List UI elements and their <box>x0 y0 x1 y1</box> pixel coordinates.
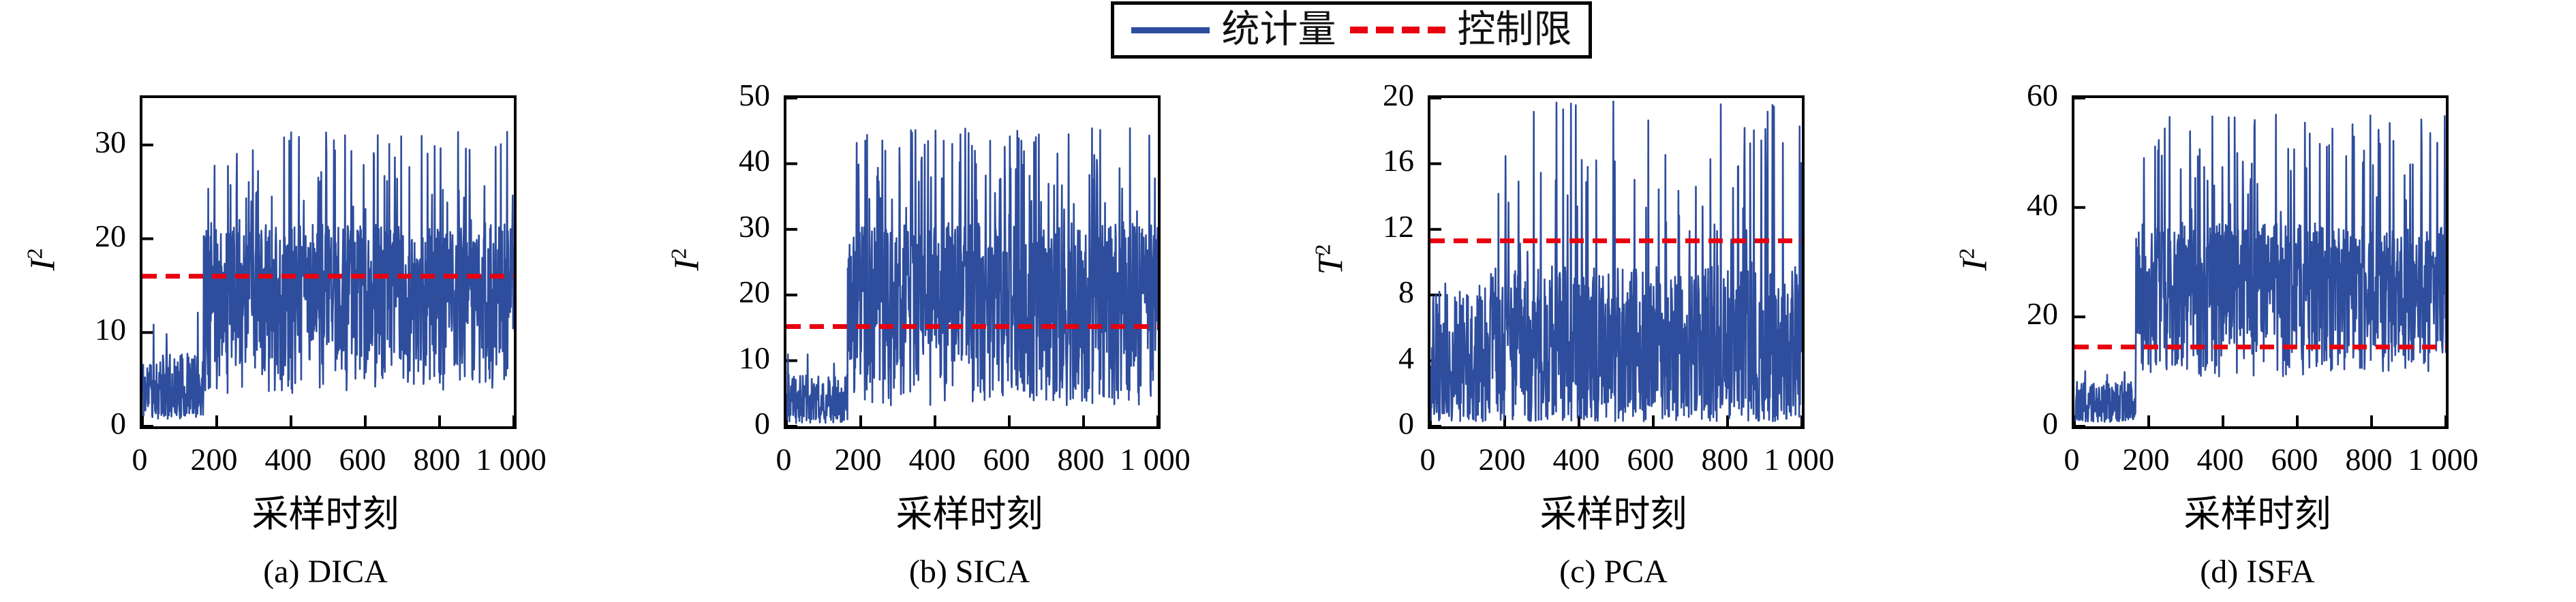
x-tick-label: 1 000 <box>1764 442 1835 477</box>
x-tick-label: 600 <box>1627 442 1674 477</box>
x-tick-label: 600 <box>2271 442 2318 477</box>
y-tick-label: 20 <box>739 274 770 310</box>
legend: 统计量 控制限 <box>1111 1 1592 59</box>
y-tick-label: 40 <box>2027 187 2058 222</box>
y-axis-label: T2 <box>1310 244 1351 275</box>
chart-panel: I2 采样时刻 (d) ISFA 0 20 40 60 0 200 400 600 800 1 0… <box>1932 0 2576 602</box>
x-tick-label: 200 <box>2122 442 2170 477</box>
subplot-caption: (a) DICA <box>263 554 388 590</box>
plot-area <box>2072 95 2449 429</box>
x-axis-label: 采样时刻 <box>1539 494 1687 535</box>
y-axis-exponent: 2 <box>1310 244 1335 255</box>
x-tick-label: 0 <box>2064 442 2080 477</box>
y-tick-label: 60 <box>2027 78 2058 112</box>
x-tick-label: 400 <box>264 442 312 477</box>
x-tick-label: 800 <box>1057 442 1105 477</box>
statistic-series-line <box>142 131 514 420</box>
statistic-line-swatch-icon <box>1131 27 1210 33</box>
y-tick-label: 16 <box>1383 143 1414 178</box>
y-tick-label: 0 <box>110 406 126 441</box>
y-tick-label: 40 <box>739 143 770 178</box>
y-tick-label: 10 <box>739 340 770 375</box>
legend-item-statistic: 统计量 <box>1131 11 1336 49</box>
x-tick-label: 1 000 <box>1120 442 1191 477</box>
plot-area <box>140 95 517 429</box>
y-tick-label: 8 <box>1398 274 1414 310</box>
x-tick-label: 400 <box>2196 442 2244 477</box>
y-tick-label: 20 <box>95 218 126 253</box>
x-tick-label: 600 <box>983 442 1030 477</box>
x-tick-label: 200 <box>1478 442 1526 477</box>
chart-panel: I2 采样时刻 (b) SICA 0 10 20 30 40 50 0 200 400 600 80… <box>644 0 1288 602</box>
x-tick-label: 200 <box>190 442 238 477</box>
x-tick-label: 0 <box>776 442 792 477</box>
y-tick-label: 0 <box>1398 406 1414 441</box>
x-tick-label: 600 <box>339 442 386 477</box>
chart-svg <box>786 98 1158 426</box>
x-tick-label: 400 <box>908 442 956 477</box>
legend-label-control-limit: 控制限 <box>1457 9 1572 51</box>
x-axis-label: 采样时刻 <box>2183 494 2331 535</box>
chart-svg <box>2074 98 2446 426</box>
x-tick-label: 0 <box>132 442 148 477</box>
subplot-caption: (c) PCA <box>1559 554 1668 590</box>
control-limit-line-swatch-icon <box>1349 27 1445 33</box>
y-axis-label: I2 <box>1954 248 1995 271</box>
y-tick-label: 0 <box>754 406 770 441</box>
y-tick-label: 0 <box>2042 406 2058 441</box>
y-axis-symbol: I <box>1955 259 1995 271</box>
plot-area <box>1428 95 1805 429</box>
y-tick-label: 30 <box>739 208 770 244</box>
x-tick-label: 1 000 <box>2408 442 2479 477</box>
y-axis-label: I2 <box>666 248 707 271</box>
y-tick-label: 10 <box>95 312 126 347</box>
y-tick-label: 50 <box>739 78 770 112</box>
y-axis-symbol: I <box>23 259 63 271</box>
x-tick-label: 800 <box>1701 442 1749 477</box>
y-tick-label: 20 <box>2027 296 2058 332</box>
chart-panel: I2 采样时刻 (a) DICA 0 10 20 30 0 200 400 600 800 1 0… <box>0 0 644 602</box>
x-tick-label: 1 000 <box>476 442 547 477</box>
x-tick-label: 800 <box>2345 442 2393 477</box>
subplot-caption: (d) ISFA <box>2200 554 2315 590</box>
legend-label-statistic: 统计量 <box>1221 9 1336 51</box>
x-tick-label: 0 <box>1420 442 1436 477</box>
subplot-caption: (b) SICA <box>908 554 1030 590</box>
x-tick-label: 400 <box>1552 442 1600 477</box>
plot-area <box>784 95 1161 429</box>
y-axis-symbol: I <box>667 259 707 271</box>
x-tick-label: 800 <box>413 442 461 477</box>
y-axis-exponent: 2 <box>1954 248 1979 259</box>
statistic-series-line <box>786 127 1158 424</box>
statistic-series-line <box>2074 113 2446 423</box>
y-axis-exponent: 2 <box>666 248 691 259</box>
chart-svg <box>142 131 514 426</box>
chart-svg <box>1430 98 1802 426</box>
y-axis-symbol: T <box>1311 255 1351 275</box>
legend-item-control-limit: 控制限 <box>1349 9 1572 51</box>
chart-panel: T2 采样时刻 (c) PCA 0 4 8 12 16 20 0 200 400 600 800 1 … <box>1288 0 1932 602</box>
y-tick-label: 20 <box>1383 78 1414 112</box>
x-axis-label: 采样时刻 <box>895 494 1043 535</box>
y-tick-label: 12 <box>1383 208 1414 244</box>
statistic-series-line <box>1430 100 1802 422</box>
x-axis-label: 采样时刻 <box>251 494 399 535</box>
y-tick-label: 4 <box>1398 340 1414 375</box>
y-tick-label: 30 <box>95 124 126 159</box>
x-tick-label: 200 <box>834 442 882 477</box>
